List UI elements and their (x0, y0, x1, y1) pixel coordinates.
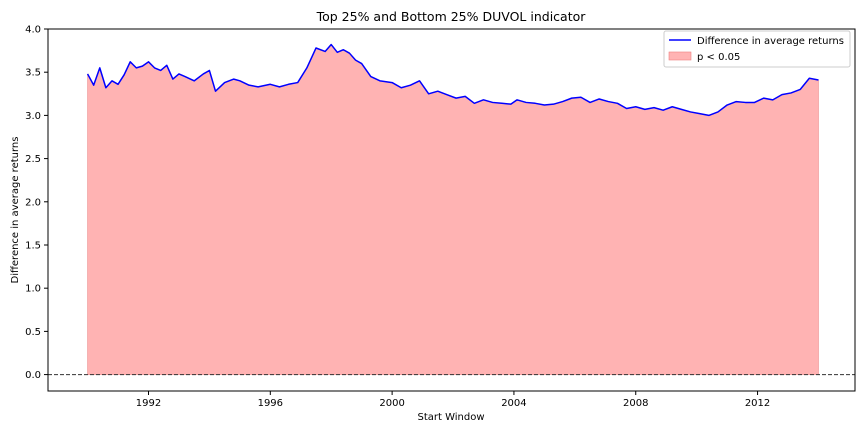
x-tick-label: 1992 (136, 398, 161, 409)
y-tick-label: 0.5 (25, 327, 41, 338)
y-tick-label: 3.5 (25, 68, 41, 79)
y-tick-label: 2.0 (25, 197, 41, 208)
x-tick-label: 2012 (745, 398, 770, 409)
chart-title: Top 25% and Bottom 25% DUVOL indicator (316, 9, 587, 24)
x-tick-label: 2008 (623, 398, 648, 409)
x-axis-label: Start Window (417, 412, 484, 423)
y-tick-label: 1.5 (25, 240, 41, 251)
y-tick-label: 1.0 (25, 284, 41, 295)
legend: Difference in average returns p < 0.05 (663, 30, 851, 68)
x-tick-label: 2004 (501, 398, 526, 409)
x-tick-label: 2000 (379, 398, 404, 409)
y-tick-label: 3.0 (25, 111, 41, 122)
series-line-difference (86, 43, 819, 117)
legend-label-line: Difference in average returns (697, 36, 844, 47)
axes-frame (47, 28, 856, 392)
plot-area: 1992 1996 2000 2004 2008 2012 0.0 0.5 1.0 1.5 2.0 2… (25, 25, 856, 409)
legend-patch-swatch (668, 51, 692, 61)
y-tick-label: 2.5 (25, 154, 41, 165)
y-tick-label: 0.0 (25, 370, 41, 381)
x-tick-label: 1996 (258, 398, 283, 409)
y-axis-label: Difference in average returns (10, 137, 21, 284)
legend-frame (663, 30, 851, 68)
y-tick-label: 4.0 (25, 25, 41, 36)
legend-label-patch: p < 0.05 (697, 52, 740, 63)
